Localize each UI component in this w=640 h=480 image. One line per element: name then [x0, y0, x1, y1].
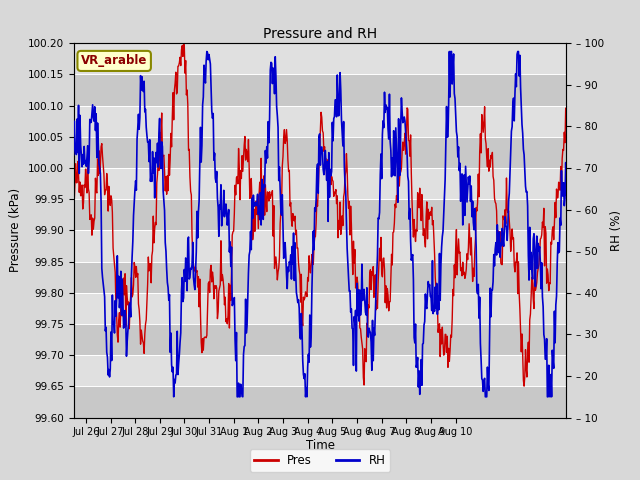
Y-axis label: Pressure (kPa): Pressure (kPa): [9, 188, 22, 273]
Bar: [74, 355, 566, 386]
X-axis label: Time: Time: [305, 439, 335, 452]
Bar: [74, 74, 566, 106]
Bar: [74, 293, 566, 324]
Y-axis label: RH (%): RH (%): [610, 210, 623, 251]
Bar: [74, 137, 566, 168]
Title: Pressure and RH: Pressure and RH: [263, 27, 377, 41]
Legend: Pres, RH: Pres, RH: [250, 449, 390, 472]
Bar: [74, 168, 566, 199]
Bar: [74, 324, 566, 355]
Bar: [74, 386, 566, 418]
Bar: [74, 230, 566, 262]
Bar: [74, 262, 566, 293]
Bar: [74, 199, 566, 230]
Text: VR_arable: VR_arable: [81, 54, 147, 67]
Bar: [74, 106, 566, 137]
Bar: [74, 43, 566, 74]
